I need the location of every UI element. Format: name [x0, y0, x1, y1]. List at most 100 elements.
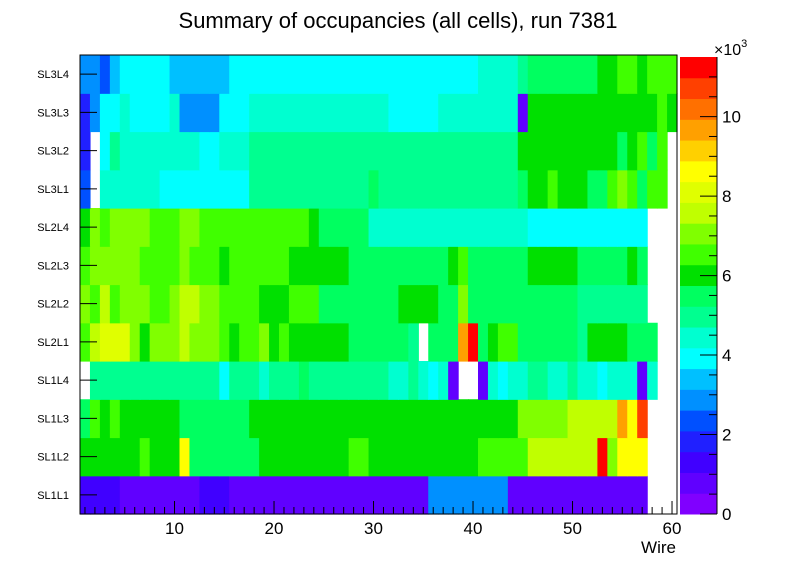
heatmap-cell: [119, 284, 131, 324]
heatmap-cell: [149, 475, 161, 515]
heatmap-cell: [119, 93, 131, 133]
heatmap-cell: [269, 55, 280, 94]
heatmap-cell: [617, 208, 628, 247]
colorbar-segment: [680, 223, 717, 245]
heatmap-cell: [547, 246, 559, 286]
heatmap-cell: [368, 93, 380, 133]
heatmap-cell: [219, 322, 230, 362]
heatmap-cell: [547, 208, 559, 247]
heatmap-cell: [328, 399, 340, 439]
heatmap-cell: [328, 361, 340, 400]
heatmap-cell: [448, 475, 459, 515]
heatmap-cell: [368, 284, 380, 324]
heatmap-cell: [607, 93, 618, 133]
heatmap-cell: [388, 93, 399, 133]
heatmap-cell: [129, 322, 141, 362]
heatmap-cell: [139, 169, 151, 209]
heatmap-cell: [338, 93, 350, 133]
plot-frame: [79, 54, 678, 515]
heatmap-cell: [219, 93, 230, 133]
colorbar-segment: [680, 389, 717, 411]
heatmap-cell: [458, 322, 469, 362]
heatmap-cell: [627, 169, 638, 209]
heatmap-cell: [239, 169, 250, 209]
heatmap-cell: [398, 169, 409, 209]
heatmap-cell: [189, 208, 200, 247]
heatmap-cell: [507, 169, 519, 209]
colorbar-segment: [680, 306, 717, 328]
heatmap-cell: [617, 55, 628, 94]
heatmap-cell: [368, 322, 380, 362]
heatmap-cell: [308, 399, 320, 439]
heatmap-cell: [99, 322, 111, 362]
heatmap-cell: [557, 93, 569, 133]
heatmap-cell: [637, 437, 648, 477]
heatmap-cell: [269, 246, 280, 286]
heatmap-cell: [249, 246, 260, 286]
heatmap-cell: [577, 399, 589, 439]
heatmap-cell: [338, 131, 350, 171]
heatmap-cell: [388, 131, 399, 171]
heatmap-cell: [597, 322, 608, 362]
heatmap-cell: [318, 55, 330, 94]
heatmap-cell: [149, 437, 161, 477]
heatmap-cell: [368, 361, 380, 400]
heatmap-cell: [328, 208, 340, 247]
heatmap-cell: [149, 93, 161, 133]
heatmap-cell: [298, 399, 310, 439]
heatmap-cell: [408, 322, 419, 362]
heatmap-cell: [298, 131, 310, 171]
heatmap-cell: [587, 437, 598, 477]
heatmap-cell: [189, 284, 200, 324]
heatmap-cell: [308, 208, 320, 247]
heatmap-cell: [478, 246, 489, 286]
heatmap-cell: [269, 322, 280, 362]
heatmap-cell: [478, 284, 489, 324]
heatmap-cell: [209, 169, 220, 209]
heatmap-cell: [318, 361, 330, 400]
heatmap-cell: [209, 284, 220, 324]
heatmap-cell: [179, 169, 191, 209]
heatmap-cell: [189, 322, 200, 362]
heatmap-cell: [308, 361, 320, 400]
heatmap-cell: [279, 208, 290, 247]
heatmap-cell: [189, 131, 200, 171]
heatmap-cell: [239, 437, 250, 477]
heatmap-cell: [318, 93, 330, 133]
colorbar-segment: [680, 368, 717, 390]
heatmap-cell: [368, 208, 380, 247]
heatmap-cell: [279, 131, 290, 171]
heatmap-cell: [448, 93, 459, 133]
heatmap-cell: [567, 322, 579, 362]
heatmap-cell: [617, 437, 628, 477]
heatmap-cell: [348, 361, 360, 400]
heatmap-cell: [577, 93, 589, 133]
heatmap-cell: [279, 55, 290, 94]
heatmap-cell: [239, 93, 250, 133]
heatmap-cell: [139, 246, 151, 286]
heatmap-cell: [149, 131, 161, 171]
heatmap-cell: [348, 284, 360, 324]
colorbar-segment: [680, 493, 717, 515]
heatmap-cell: [657, 131, 668, 171]
heatmap-cell: [577, 361, 589, 400]
heatmap-cell: [537, 361, 549, 400]
heatmap-cell: [129, 131, 141, 171]
heatmap-cell: [219, 361, 230, 400]
heatmap-cell: [527, 93, 539, 133]
heatmap-cell: [627, 208, 638, 247]
heatmap-cell: [109, 208, 121, 247]
heatmap-cell: [358, 169, 370, 209]
heatmap-cell: [418, 361, 429, 400]
heatmap-cell: [328, 284, 340, 324]
heatmap-cell: [497, 55, 509, 94]
heatmap-cell: [627, 361, 638, 400]
heatmap-cell: [587, 361, 598, 400]
heatmap-cell: [259, 475, 270, 515]
heatmap-cell: [308, 475, 320, 515]
heatmap-cell: [229, 169, 240, 209]
heatmap-cell: [527, 284, 539, 324]
heatmap-cell: [587, 475, 598, 515]
heatmap-cell: [517, 475, 529, 515]
heatmap-cell: [298, 284, 310, 324]
